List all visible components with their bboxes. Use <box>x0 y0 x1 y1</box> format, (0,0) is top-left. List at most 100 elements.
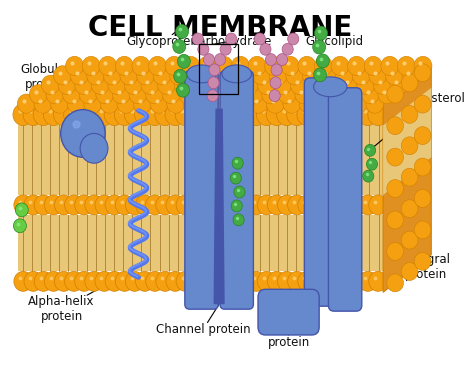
Circle shape <box>246 104 267 125</box>
Circle shape <box>397 56 415 76</box>
Circle shape <box>247 272 266 291</box>
Circle shape <box>307 104 327 125</box>
Circle shape <box>124 75 142 94</box>
Circle shape <box>195 104 216 125</box>
Circle shape <box>165 56 183 76</box>
Circle shape <box>58 75 76 94</box>
Circle shape <box>308 195 326 215</box>
Circle shape <box>387 180 403 197</box>
Circle shape <box>297 104 317 125</box>
Text: Carbohydrate: Carbohydrate <box>191 35 272 48</box>
Circle shape <box>282 43 293 55</box>
Circle shape <box>146 272 164 291</box>
Circle shape <box>206 104 226 125</box>
Circle shape <box>108 75 126 94</box>
Circle shape <box>245 85 263 104</box>
Circle shape <box>105 195 123 215</box>
Circle shape <box>54 195 73 215</box>
Circle shape <box>318 272 337 291</box>
Circle shape <box>349 195 367 215</box>
Circle shape <box>29 85 47 104</box>
Circle shape <box>13 219 26 233</box>
Circle shape <box>198 56 216 76</box>
Circle shape <box>387 211 403 229</box>
Circle shape <box>203 66 221 85</box>
Circle shape <box>316 54 329 68</box>
Circle shape <box>177 54 191 68</box>
FancyBboxPatch shape <box>220 71 254 309</box>
Circle shape <box>336 66 353 85</box>
Circle shape <box>352 66 370 85</box>
Circle shape <box>287 104 307 125</box>
Circle shape <box>192 33 203 45</box>
Circle shape <box>387 117 403 135</box>
Circle shape <box>227 272 245 291</box>
Circle shape <box>281 56 299 76</box>
Text: CELL MEMBRANE: CELL MEMBRANE <box>88 14 352 42</box>
Circle shape <box>153 66 171 85</box>
Circle shape <box>175 104 195 125</box>
FancyBboxPatch shape <box>185 71 218 309</box>
Circle shape <box>369 66 387 85</box>
Circle shape <box>271 64 282 76</box>
Ellipse shape <box>314 77 347 97</box>
Circle shape <box>146 85 164 104</box>
Circle shape <box>61 109 105 157</box>
Circle shape <box>44 104 64 125</box>
Circle shape <box>257 272 276 291</box>
Circle shape <box>146 195 164 215</box>
Circle shape <box>104 104 124 125</box>
Circle shape <box>15 203 28 217</box>
Circle shape <box>232 157 243 169</box>
Circle shape <box>13 104 33 125</box>
Ellipse shape <box>187 65 216 83</box>
Circle shape <box>149 56 166 76</box>
Circle shape <box>166 272 184 291</box>
Circle shape <box>298 56 316 76</box>
Circle shape <box>224 75 242 94</box>
Circle shape <box>133 94 151 113</box>
Circle shape <box>312 85 329 104</box>
Circle shape <box>331 56 349 76</box>
Circle shape <box>220 43 231 55</box>
Circle shape <box>241 75 259 94</box>
Circle shape <box>176 83 190 97</box>
Circle shape <box>53 104 74 125</box>
Circle shape <box>165 104 185 125</box>
Circle shape <box>176 272 194 291</box>
Circle shape <box>290 75 308 94</box>
Circle shape <box>117 94 135 113</box>
Circle shape <box>34 272 53 291</box>
Circle shape <box>277 104 297 125</box>
Circle shape <box>318 195 337 215</box>
Circle shape <box>174 69 187 83</box>
Circle shape <box>319 66 337 85</box>
Circle shape <box>385 66 403 85</box>
FancyBboxPatch shape <box>328 88 362 311</box>
Circle shape <box>401 74 418 92</box>
Circle shape <box>85 195 104 215</box>
Circle shape <box>237 272 255 291</box>
FancyBboxPatch shape <box>304 78 338 306</box>
Circle shape <box>359 195 377 215</box>
Circle shape <box>217 94 235 113</box>
Circle shape <box>401 106 418 123</box>
Circle shape <box>401 263 418 281</box>
Circle shape <box>75 195 93 215</box>
Circle shape <box>170 66 188 85</box>
Circle shape <box>231 200 242 212</box>
Circle shape <box>209 64 220 76</box>
Circle shape <box>348 56 366 76</box>
Text: Channel protein: Channel protein <box>156 304 251 336</box>
Text: Integral
protein: Integral protein <box>344 253 450 295</box>
Circle shape <box>288 33 299 45</box>
Circle shape <box>84 104 105 125</box>
Circle shape <box>150 94 168 113</box>
Circle shape <box>34 195 53 215</box>
Circle shape <box>313 40 325 54</box>
Circle shape <box>75 75 93 94</box>
Circle shape <box>402 66 420 85</box>
Circle shape <box>381 56 399 76</box>
Circle shape <box>24 272 43 291</box>
Text: Peripheral
protein: Peripheral protein <box>259 321 319 349</box>
